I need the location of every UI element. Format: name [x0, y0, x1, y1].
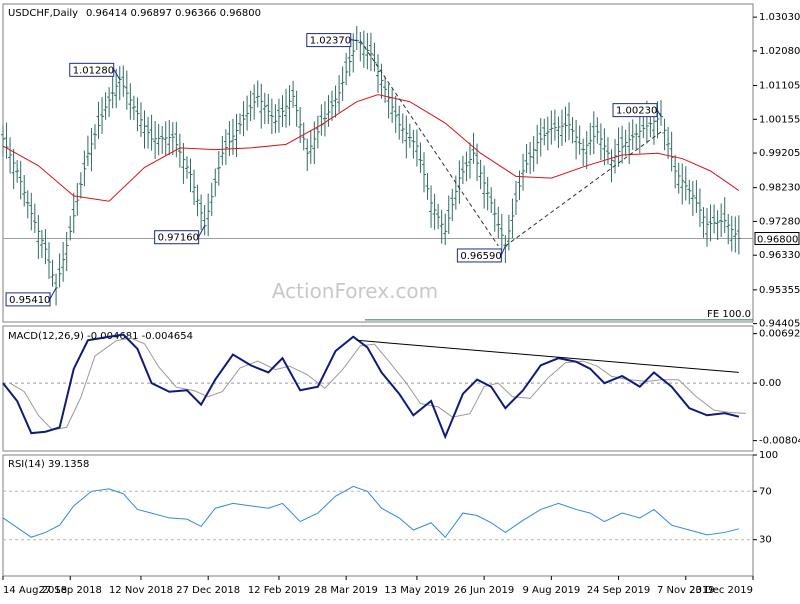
x-tick-label: 28 Mar 2019: [314, 585, 377, 596]
annotation-connector: [350, 39, 357, 42]
annotations: 1.02370 1.01280 0.97160 0.95410 0.96590 1.002…: [5, 33, 662, 307]
macd-label: MACD(12,26,9) -0.004681 -0.004654: [8, 331, 193, 342]
price-panel-frame: [2, 3, 754, 323]
price-tick-label: 1.01105: [759, 81, 800, 92]
x-tick-label: 12 Nov 2018: [109, 585, 173, 596]
annotation-connector: [198, 225, 206, 237]
annotation-connector: [500, 245, 506, 256]
macd-panel-frame: [2, 325, 754, 452]
rsi-label: RSI(14) 39.1358: [8, 459, 89, 470]
chart-ohlc: 0.96414 0.96897 0.96366 0.96800: [86, 8, 261, 19]
annotation-label: 0.96590: [460, 251, 501, 262]
fe-label: FE 100.0: [707, 309, 751, 320]
rsi-panel-frame: [2, 454, 754, 577]
macd-main-line: [2, 333, 740, 440]
ma-series: [2, 94, 740, 202]
annotation-label: 0.95410: [9, 295, 50, 306]
x-tick-label: 27 Dec 2018: [176, 585, 240, 596]
rsi-tick-label: 30: [759, 535, 772, 546]
x-tick-label: 27 Sep 2018: [39, 585, 102, 596]
x-tick-label: 26 Jun 2019: [454, 585, 514, 596]
pattern-line: [359, 40, 499, 247]
rsi-tick-label: 70: [759, 486, 772, 497]
price-tick-label: 0.97280: [759, 216, 800, 227]
x-tick-label: 14 Aug 2018: [3, 585, 67, 596]
macd-ticks: 0.006927 0.00 -0.008049: [3, 329, 800, 447]
x-tick-label: 12 Feb 2019: [248, 585, 310, 596]
price-tick-label: 1.03030: [759, 12, 800, 23]
x-tick-label: 23 Dec 2019: [689, 585, 753, 596]
price-tick-label: 1.00155: [759, 114, 800, 125]
rsi-ticks: 100 70 30: [3, 450, 778, 546]
annotation-box: [154, 230, 200, 245]
annotation-label: 1.00230: [616, 106, 657, 117]
annotation-label: 1.02370: [310, 36, 351, 47]
x-tick-label: 7 Nov 2019: [657, 585, 715, 596]
price-tick-label: 0.98230: [759, 183, 800, 194]
rsi-tick-label: 100: [759, 450, 778, 461]
rsi-line: [2, 485, 739, 539]
price-tick-label: 0.95355: [759, 285, 800, 296]
x-tick-label: 9 Aug 2019: [522, 585, 580, 596]
price-tick-label: 0.94405: [759, 319, 800, 330]
macd-trendline: [356, 339, 739, 373]
x-tick-label: 13 May 2019: [384, 585, 449, 596]
macd-tick-label: -0.008049: [759, 436, 800, 447]
annotation-connector: [49, 287, 57, 300]
annotation-label: 0.97160: [158, 233, 199, 244]
annotation-label: 1.01280: [73, 65, 114, 76]
current-price-label: 0.96800: [757, 235, 798, 246]
watermark: ActionForex.com: [272, 279, 438, 303]
macd-series: [2, 333, 746, 440]
macd-tick-label: 0.006927: [759, 329, 800, 340]
pattern-lines: [359, 40, 662, 247]
annotation-connector: [113, 69, 121, 80]
macd-tick-label: 0.00: [759, 378, 781, 389]
price-series: [1, 25, 741, 306]
price-tick-label: 1.02080: [759, 46, 800, 57]
annotation-box: [456, 248, 502, 263]
price-tick-label: 0.99205: [759, 148, 800, 159]
price-ticks: 1.03030 1.02080 1.01105 1.00155 0.99205 0.982…: [3, 12, 800, 330]
rsi-series: [2, 485, 739, 539]
moving-average-line: [2, 94, 740, 202]
annotation-box: [5, 292, 51, 307]
chart-symbol: USDCHF,Daily: [8, 8, 78, 19]
x-tick-label: 24 Sep 2019: [587, 585, 650, 596]
price-tick-label: 0.96330: [759, 250, 800, 261]
annotation-connector: [656, 109, 662, 117]
current-price-box: [754, 232, 800, 246]
